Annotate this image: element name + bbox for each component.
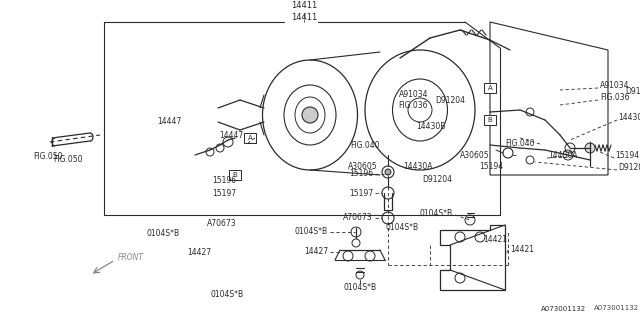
Text: FRONT: FRONT [118,253,144,262]
Text: 15194: 15194 [479,162,503,171]
Text: 14430B: 14430B [416,122,445,131]
Circle shape [385,169,391,175]
Text: A70673: A70673 [207,220,237,228]
Circle shape [302,107,318,123]
Text: 14430B: 14430B [618,114,640,123]
Text: 14430A: 14430A [548,151,577,161]
Text: FIG.050: FIG.050 [53,156,83,164]
Text: D91204: D91204 [618,164,640,172]
Text: D91204: D91204 [435,96,465,105]
Text: 15196: 15196 [212,176,237,185]
FancyBboxPatch shape [484,83,496,93]
Text: 14447: 14447 [219,132,243,140]
Text: FIG.036: FIG.036 [600,93,630,102]
Text: 0104S*B: 0104S*B [344,283,376,292]
Text: A: A [488,85,492,91]
Text: A91034: A91034 [399,90,428,99]
Text: B: B [232,172,237,178]
Text: 15197: 15197 [212,189,237,198]
Text: 14411: 14411 [291,13,317,22]
Text: 14430A: 14430A [403,162,433,171]
Text: FIG.040: FIG.040 [350,141,380,150]
Text: FIG.036: FIG.036 [399,101,428,110]
Text: 14427: 14427 [187,248,211,257]
Text: A: A [248,135,252,141]
Text: A70673: A70673 [344,213,373,222]
Circle shape [585,143,595,153]
Text: 0104S*B: 0104S*B [211,290,244,299]
FancyBboxPatch shape [229,170,241,180]
Text: 14421: 14421 [483,236,507,244]
Text: 15196: 15196 [349,170,373,179]
Text: B: B [488,117,492,123]
Text: FIG.040: FIG.040 [505,139,534,148]
Text: 0104S*B: 0104S*B [146,229,179,238]
Text: 14447: 14447 [157,117,181,126]
Text: 0104S*B: 0104S*B [385,223,419,232]
FancyBboxPatch shape [244,133,256,143]
Text: A073001132: A073001132 [541,306,586,312]
Text: 15197: 15197 [349,188,373,197]
FancyBboxPatch shape [484,115,496,125]
Text: 0104S*B: 0104S*B [295,228,328,236]
Text: 14411: 14411 [291,1,317,10]
Text: A91034: A91034 [600,82,630,91]
Text: 15194: 15194 [615,151,639,161]
Text: 14421: 14421 [510,245,534,254]
Text: A30605: A30605 [460,151,490,161]
Text: D91204: D91204 [422,175,452,184]
Text: 14427: 14427 [304,247,328,257]
Text: FIG.050: FIG.050 [33,152,63,161]
Text: A073001132: A073001132 [595,305,639,311]
Text: 0104S*B: 0104S*B [420,209,453,218]
Text: A30605: A30605 [348,162,377,171]
Text: D91204: D91204 [625,87,640,97]
